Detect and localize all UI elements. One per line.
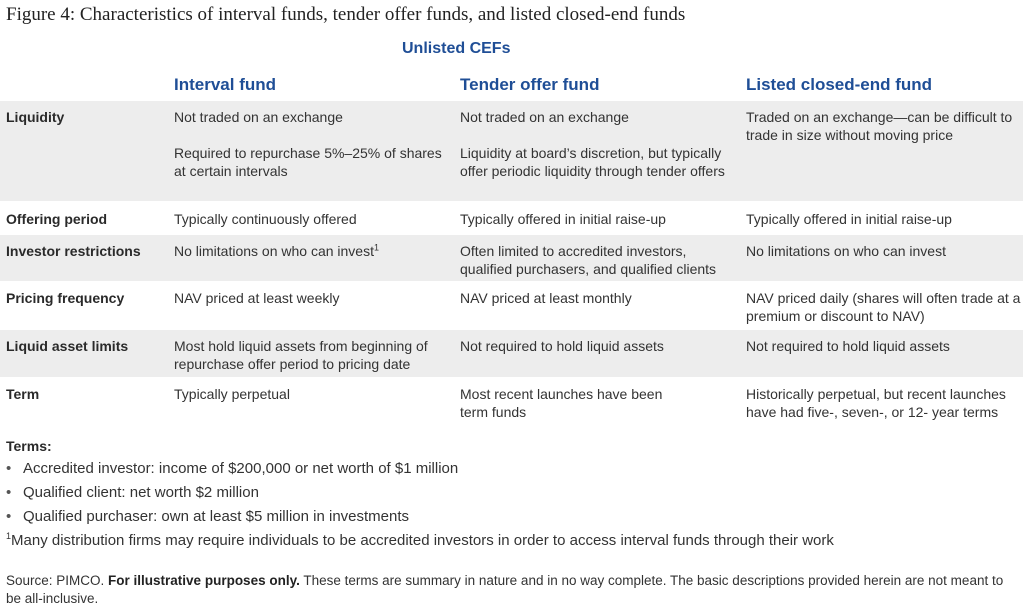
row-label: Investor restrictions xyxy=(6,243,141,259)
term-text: Accredited investor: income of $200,000 … xyxy=(23,460,459,477)
cell-interval-fund: Most hold liquid assets from beginning o… xyxy=(174,337,450,373)
list-item: • Qualified client: net worth $2 million xyxy=(6,484,458,508)
cell-tender-offer-fund: Not required to hold liquid assets xyxy=(460,337,736,355)
cell-listed-closed-end-fund: NAV priced daily (shares will often trad… xyxy=(746,289,1022,325)
column-header-interval-fund: Interval fund xyxy=(174,75,277,94)
figure-title: Figure 4: Characteristics of interval fu… xyxy=(6,4,686,25)
source-disclaimer-bold: For illustrative purposes only. xyxy=(108,573,300,588)
source-prefix: Source: PIMCO. xyxy=(6,573,105,588)
cell-text: Most hold liquid assets from beginning o… xyxy=(174,338,428,372)
table-row-investor-restrictions: Investor restrictions No limitations on … xyxy=(0,235,1023,281)
cell-text: Not required to hold liquid assets xyxy=(746,338,950,354)
table-row-liquidity: Liquidity Not traded on an exchange Requ… xyxy=(0,101,1023,201)
cell-interval-fund: Typically perpetual xyxy=(174,385,450,403)
cell-text: Not traded on an exchange xyxy=(174,109,343,125)
cell-tender-offer-fund: Most recent launches have been term fund… xyxy=(460,385,680,421)
cell-tender-offer-fund: Not traded on an exchange Liquidity at b… xyxy=(460,108,736,180)
cell-text: No limitations on who can invest xyxy=(746,243,946,259)
cell-text: NAV priced daily (shares will often trad… xyxy=(746,290,1021,324)
cell-text: Typically perpetual xyxy=(174,386,290,402)
cell-listed-closed-end-fund: Historically perpetual, but recent launc… xyxy=(746,385,1022,421)
row-label: Term xyxy=(6,386,40,402)
row-label: Pricing frequency xyxy=(6,290,125,306)
cell-text: Typically offered in initial raise-up xyxy=(460,211,666,227)
cell-interval-fund: No limitations on who can invest1 xyxy=(174,242,450,260)
terms-heading: Terms: xyxy=(6,438,52,454)
unlisted-cefs-header: Unlisted CEFs xyxy=(402,40,511,57)
cell-text: Often limited to accredited investors, q… xyxy=(460,243,717,277)
bullet-icon: • xyxy=(6,484,12,501)
cell-listed-closed-end-fund: Traded on an exchange—can be difficult t… xyxy=(746,108,1022,144)
table-row-term: Term Typically perpetual Most recent lau… xyxy=(0,378,1023,426)
cell-text: Not traded on an exchange xyxy=(460,109,629,125)
bullet-icon: • xyxy=(6,508,12,525)
cell-text: NAV priced at least monthly xyxy=(460,290,632,306)
term-text: Qualified purchaser: own at least $5 mil… xyxy=(23,508,410,525)
row-label: Offering period xyxy=(6,211,108,227)
cell-tender-offer-fund: NAV priced at least monthly xyxy=(460,289,736,307)
cell-text: Most recent launches have been term fund… xyxy=(460,386,663,420)
source-note: Source: PIMCO. For illustrative purposes… xyxy=(6,572,1016,608)
footnote-marker: 1 xyxy=(374,242,380,253)
cell-tender-offer-fund: Often limited to accredited investors, q… xyxy=(460,242,736,278)
column-header-tender-offer-fund: Tender offer fund xyxy=(460,75,600,94)
cell-text: Liquidity at board’s discretion, but typ… xyxy=(460,145,725,179)
cell-listed-closed-end-fund: Typically offered in initial raise-up xyxy=(746,210,1022,228)
term-text: Qualified client: net worth $2 million xyxy=(23,484,259,501)
cell-interval-fund: Typically continuously offered xyxy=(174,210,450,228)
footnote-marker: 1 xyxy=(6,531,12,541)
cell-interval-fund: Not traded on an exchange Required to re… xyxy=(174,108,450,180)
row-label: Liquid asset limits xyxy=(6,338,129,354)
cell-listed-closed-end-fund: No limitations on who can invest xyxy=(746,242,1022,260)
list-item: • Accredited investor: income of $200,000… xyxy=(6,460,458,484)
cell-text: Historically perpetual, but recent launc… xyxy=(746,386,1006,420)
bullet-icon: • xyxy=(6,460,12,477)
source-text: These terms are summary in nature and in… xyxy=(6,573,1004,606)
table-row-liquid-asset-limits: Liquid asset limits Most hold liquid ass… xyxy=(0,330,1023,377)
cell-tender-offer-fund: Typically offered in initial raise-up xyxy=(460,210,736,228)
cell-text: Typically offered in initial raise-up xyxy=(746,211,952,227)
column-header-listed-closed-end-fund: Listed closed-end fund xyxy=(746,75,933,94)
cell-listed-closed-end-fund: Not required to hold liquid assets xyxy=(746,337,1022,355)
cell-interval-fund: NAV priced at least weekly xyxy=(174,289,450,307)
cell-text: No limitations on who can invest xyxy=(174,243,374,259)
cell-text: Not required to hold liquid assets xyxy=(460,338,664,354)
cell-text: NAV priced at least weekly xyxy=(174,290,340,306)
footnote-text: Many distribution firms may require indi… xyxy=(11,532,834,549)
table-row-offering-period: Offering period Typically continuously o… xyxy=(0,203,1023,234)
row-label: Liquidity xyxy=(6,109,65,125)
terms-list: • Accredited investor: income of $200,000… xyxy=(6,460,458,532)
cell-text: Typically continuously offered xyxy=(174,211,357,227)
cell-text: Required to repurchase 5%–25% of shares … xyxy=(174,145,442,179)
list-item: • Qualified purchaser: own at least $5 mi… xyxy=(6,508,458,532)
footnote: 1Many distribution firms may require ind… xyxy=(6,531,834,550)
cell-text: Traded on an exchange—can be difficult t… xyxy=(746,109,1013,143)
table-row-pricing-frequency: Pricing frequency NAV priced at least we… xyxy=(0,282,1023,329)
